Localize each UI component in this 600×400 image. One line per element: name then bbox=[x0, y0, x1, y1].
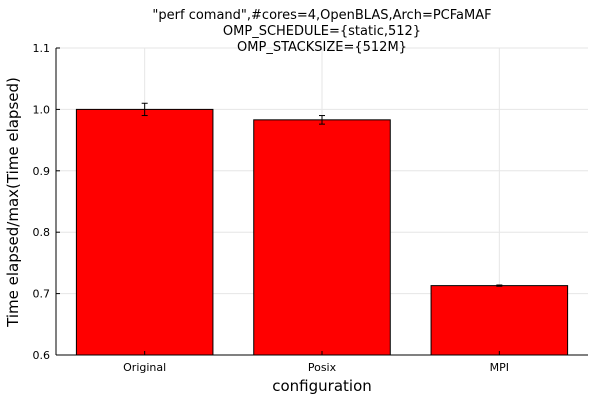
x-axis-label: configuration bbox=[272, 377, 372, 395]
chart-title-line-3: OMP_STACKSIZE={512M} bbox=[237, 40, 407, 55]
y-tick-label: 0.9 bbox=[33, 165, 51, 178]
y-tick-label: 1.0 bbox=[33, 103, 51, 116]
x-tick-label-mpi: MPI bbox=[490, 361, 509, 374]
x-tick-label-original: Original bbox=[123, 361, 166, 374]
y-axis-label: Time elapsed/max(Time elapsed) bbox=[4, 77, 22, 328]
axes: 0.6 0.7 0.8 0.9 1.0 1.1 Original Posix MPI bbox=[33, 42, 588, 374]
x-tick-label-posix: Posix bbox=[308, 361, 337, 374]
bar-original bbox=[75, 108, 214, 356]
y-tick-label: 0.8 bbox=[33, 226, 51, 239]
y-tick-label: 0.7 bbox=[33, 288, 51, 301]
bar-posix bbox=[253, 119, 391, 356]
bar-mpi bbox=[430, 285, 569, 356]
chart-title-line-1: "perf comand",#cores=4,OpenBLAS,Arch=PCF… bbox=[152, 8, 491, 23]
bars bbox=[75, 102, 569, 356]
y-tick-label: 0.6 bbox=[33, 349, 51, 362]
y-tick-label: 1.1 bbox=[33, 42, 51, 55]
chart-title-line-2: OMP_SCHEDULE={static,512} bbox=[223, 24, 421, 39]
